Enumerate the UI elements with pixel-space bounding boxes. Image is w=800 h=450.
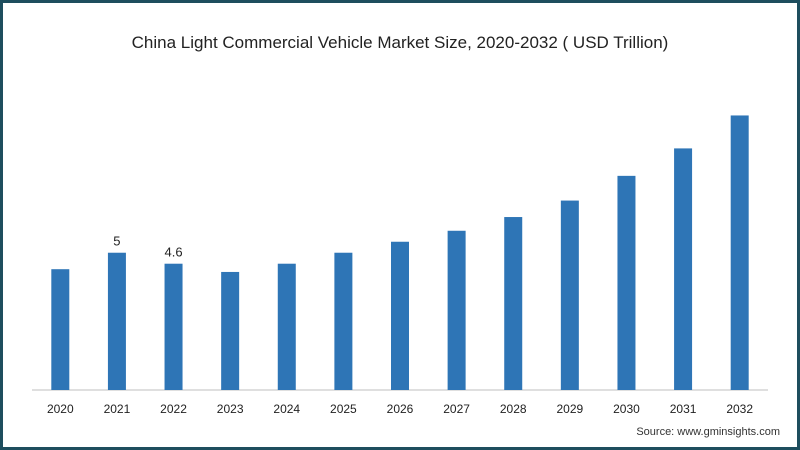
bar-2030 — [617, 175, 636, 390]
x-tick-label-2020: 2020 — [47, 402, 74, 416]
x-tick-label-2025: 2025 — [330, 402, 357, 416]
bar-2032 — [730, 115, 749, 391]
x-tick-label-2029: 2029 — [556, 402, 583, 416]
x-tick-label-2024: 2024 — [273, 402, 300, 416]
x-tick-label-2023: 2023 — [217, 402, 244, 416]
bar-2020 — [51, 269, 70, 390]
data-label-2021: 5 — [113, 234, 120, 249]
chart-title: China Light Commercial Vehicle Market Si… — [131, 33, 669, 52]
x-tick-label-2030: 2030 — [613, 402, 640, 416]
bar-2025 — [334, 252, 353, 390]
x-tick-label-2026: 2026 — [387, 402, 414, 416]
bar-2022 — [164, 263, 183, 390]
x-tick-label-2031: 2031 — [670, 402, 697, 416]
data-label-2022: 4.6 — [164, 245, 182, 260]
x-tick-label-2021: 2021 — [104, 402, 131, 416]
bar-2023 — [221, 271, 240, 390]
x-tick-label-2032: 2032 — [726, 402, 753, 416]
bar-2031 — [674, 148, 693, 390]
source-note: Source: www.gminsights.com — [636, 426, 780, 438]
bar-2029 — [560, 200, 579, 390]
bar-2021 — [107, 252, 126, 390]
bar-2024 — [277, 263, 296, 390]
bar-2027 — [447, 230, 466, 390]
x-tick-label-2028: 2028 — [500, 402, 527, 416]
bar-2026 — [391, 241, 409, 390]
bar-2028 — [504, 217, 523, 390]
x-tick-label-2027: 2027 — [443, 402, 470, 416]
x-tick-label-2022: 2022 — [160, 402, 187, 416]
